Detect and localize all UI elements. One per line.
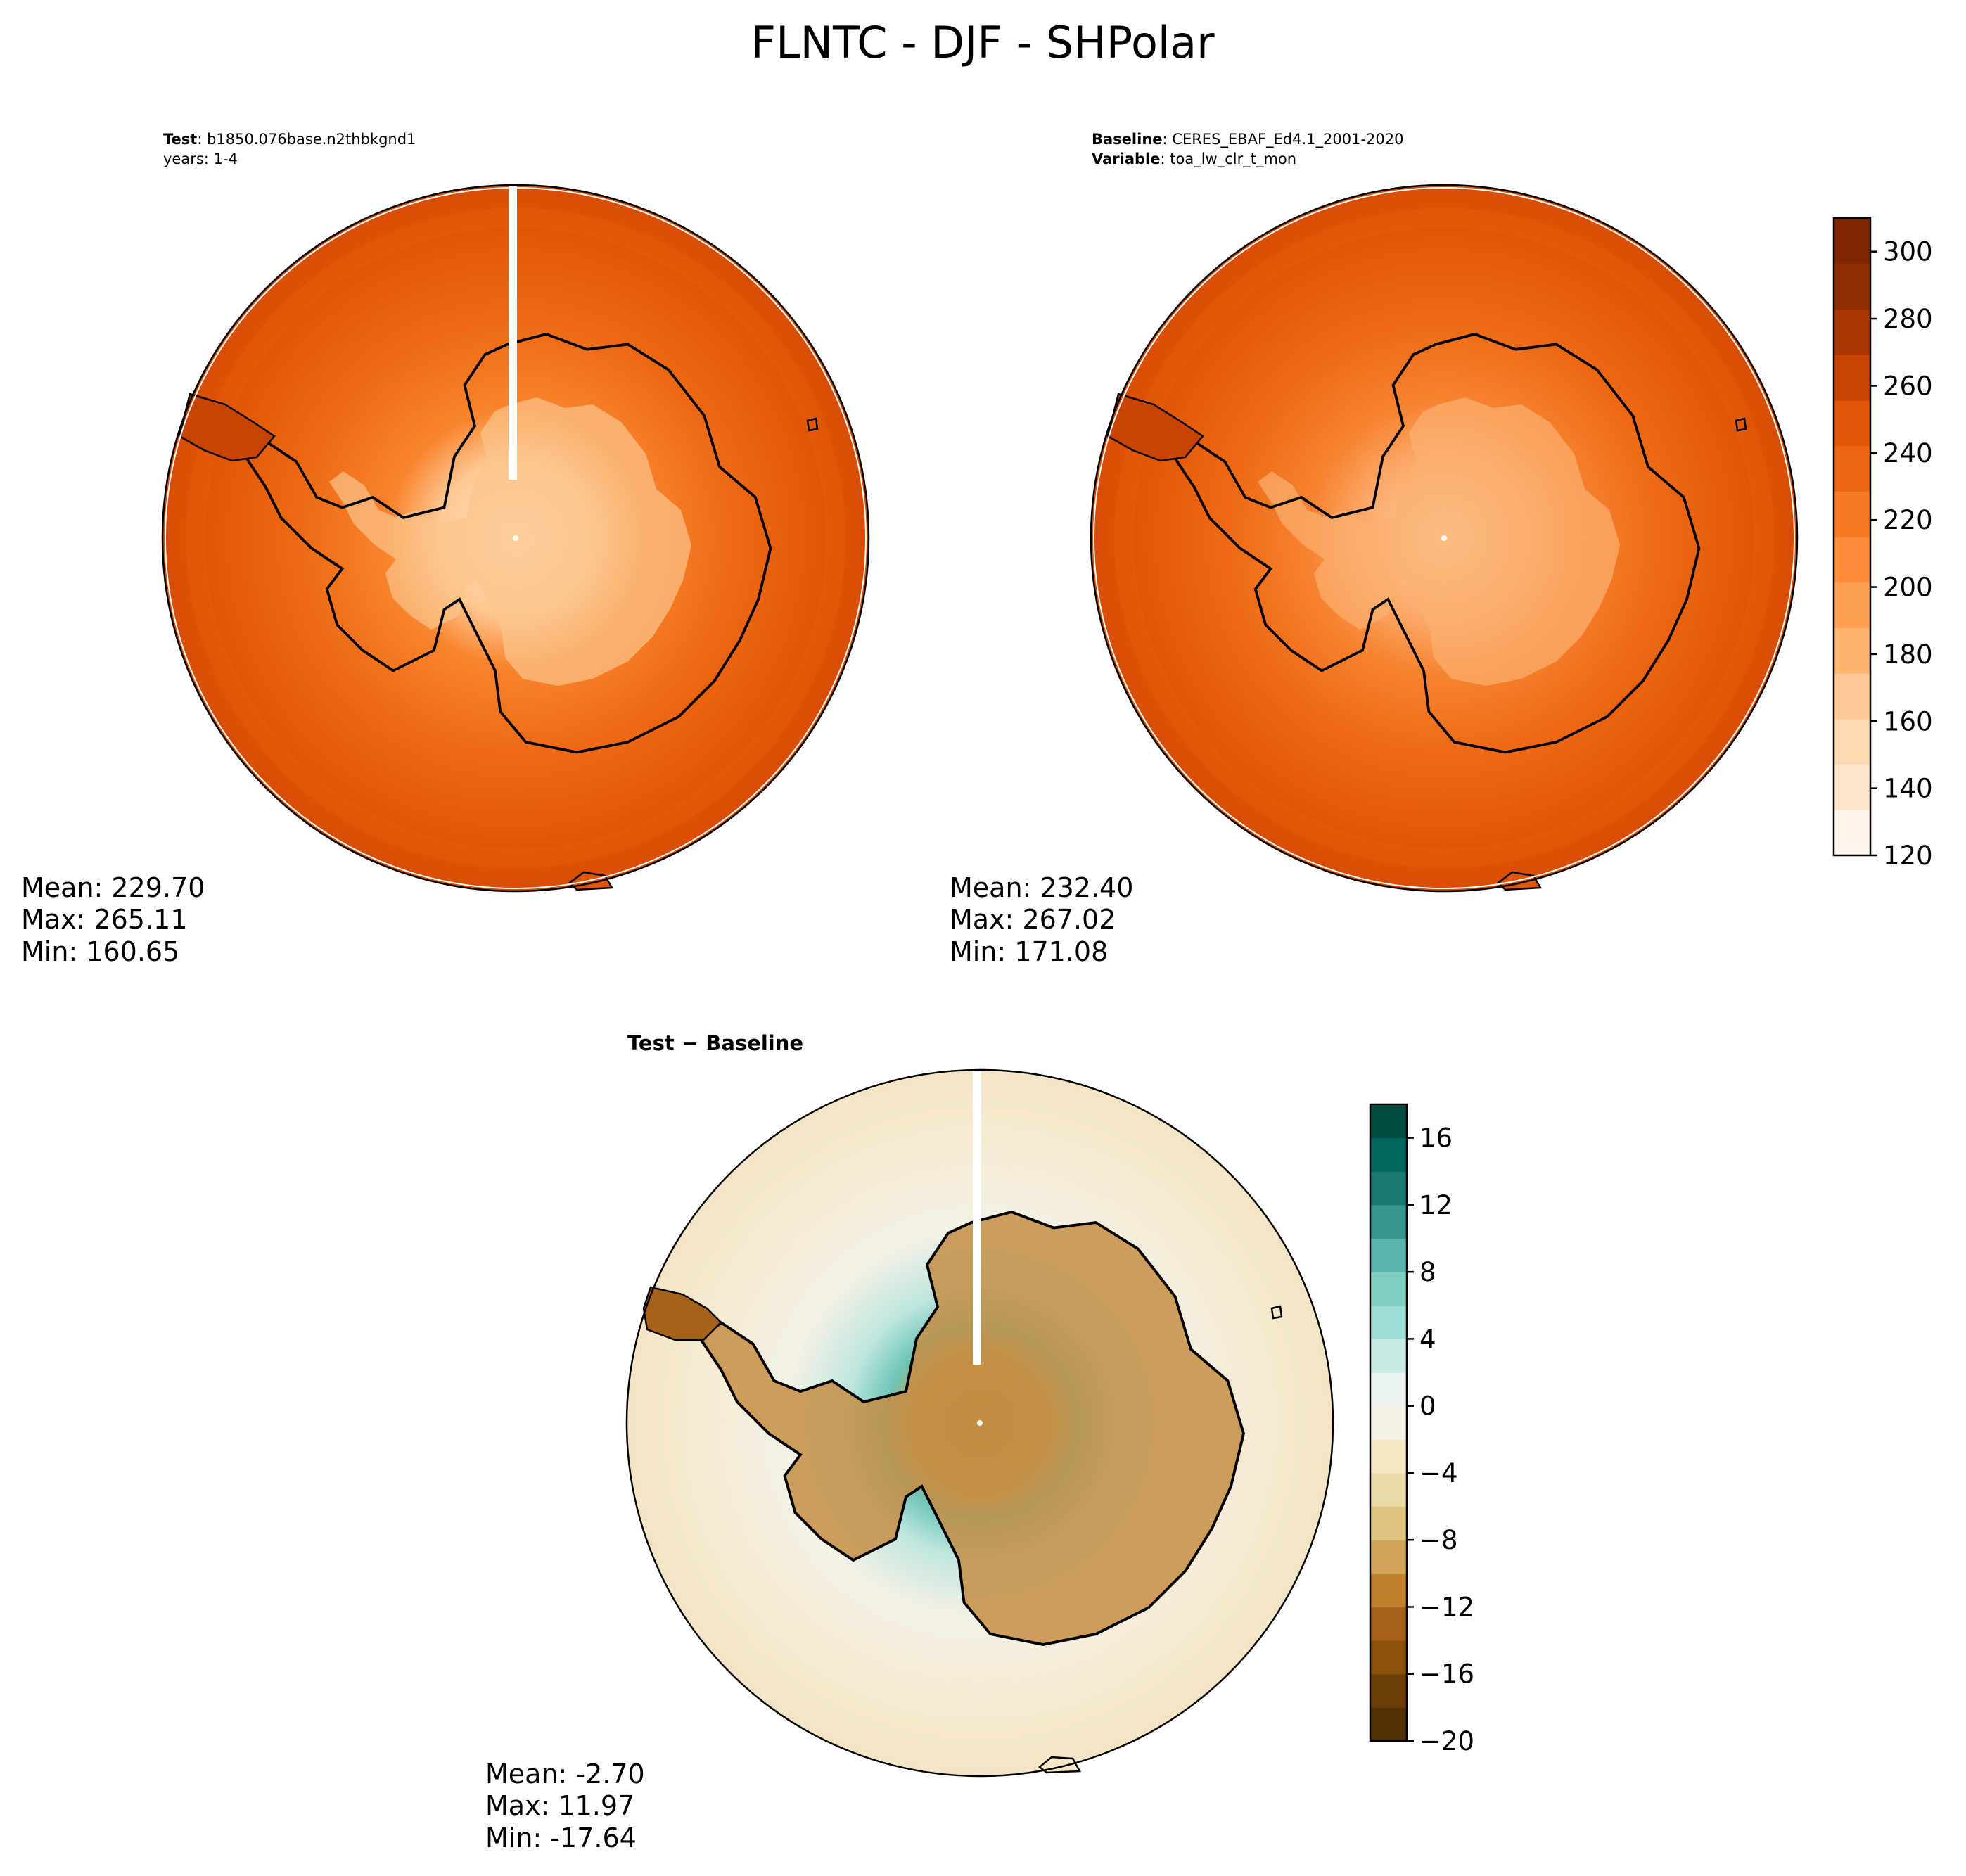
baseline-mean: Mean: 232.40 <box>950 872 1133 903</box>
diff-colorbar-tick-label: 8 <box>1419 1257 1436 1287</box>
diff-colorbar-segment <box>1370 1540 1407 1574</box>
main-colorbar-tick-label: 120 <box>1883 841 1933 871</box>
diff-max: Max: 11.97 <box>485 1790 634 1821</box>
diff-colorbar-segment <box>1370 1104 1407 1139</box>
diff-colorbar-segment <box>1370 1472 1407 1507</box>
main-colorbar-tick-label: 140 <box>1883 774 1933 804</box>
baseline-min: Min: 171.08 <box>950 936 1108 967</box>
diff-colorbar-tick-label: 16 <box>1419 1123 1453 1154</box>
diff-colorbar-tick-label: 4 <box>1419 1324 1436 1354</box>
diff-colorbar-segment <box>1370 1673 1407 1708</box>
main-colorbar: 120 140 160 180 200 220 240 260 280 300 <box>1832 217 1933 871</box>
baseline-variable-label: Variable: toa_lw_clr_t_mon <box>1092 151 1296 168</box>
main-colorbar-tick-label: 280 <box>1883 304 1933 334</box>
main-colorbar-segment <box>1834 491 1870 537</box>
diff-colorbar-segment <box>1370 1238 1407 1272</box>
diff-panel: Test − Baseline Mean: -2.70 Max: 11.97 M… <box>485 1031 1334 1853</box>
diff-colorbar-tick-label: −4 <box>1419 1458 1458 1488</box>
diff-colorbar-segment <box>1370 1640 1407 1675</box>
diff-colorbar-tick-label: −20 <box>1419 1726 1474 1756</box>
main-colorbar-segment <box>1834 537 1870 583</box>
main-colorbar-segment <box>1834 627 1870 674</box>
diff-data-gap <box>973 1069 981 1365</box>
test-years-label: years: 1-4 <box>163 151 238 167</box>
diff-title: Test − Baseline <box>627 1031 803 1055</box>
main-colorbar-segment <box>1834 718 1870 765</box>
diff-colorbar-tick-label: −16 <box>1419 1659 1474 1690</box>
diff-colorbar-segment <box>1370 1171 1407 1206</box>
main-colorbar-segment <box>1834 764 1870 810</box>
diff-colorbar-segment <box>1370 1339 1407 1373</box>
main-colorbar-segment <box>1834 218 1870 264</box>
diff-colorbar-segment <box>1370 1204 1407 1239</box>
diff-colorbar-segment <box>1370 1372 1407 1407</box>
diff-colorbar-tick-label: 12 <box>1419 1190 1453 1220</box>
main-colorbar-segment <box>1834 309 1870 355</box>
baseline-max: Max: 267.02 <box>950 904 1116 935</box>
diff-colorbar-tick-label: −8 <box>1419 1525 1458 1555</box>
diff-colorbar-segment <box>1370 1607 1407 1641</box>
test-label: Test: b1850.076base.n2thbkgnd1 <box>163 131 416 148</box>
diff-min: Min: -17.64 <box>485 1823 637 1853</box>
main-colorbar-segment <box>1834 810 1870 856</box>
main-colorbar-segment <box>1834 400 1870 447</box>
main-colorbar-tick-label: 160 <box>1883 706 1933 736</box>
test-panel: Test: b1850.076base.n2thbkgnd1 years: 1-… <box>21 131 870 967</box>
diff-colorbar-segment <box>1370 1272 1407 1306</box>
diff-colorbar-segment <box>1370 1439 1407 1474</box>
main-colorbar-segment <box>1834 582 1870 629</box>
figure-title: FLNTC - DJF - SHPolar <box>751 17 1215 68</box>
test-max: Max: 265.11 <box>21 904 187 935</box>
baseline-polar-map <box>1090 184 1799 893</box>
main-colorbar-frame <box>1832 217 1872 857</box>
diff-colorbar-segment <box>1370 1305 1407 1340</box>
baseline-panel: Baseline: CERES_EBAF_Ed4.1_2001-2020 Var… <box>950 131 1799 967</box>
main-colorbar-tick-label: 180 <box>1883 639 1933 670</box>
diff-colorbar-frame <box>1369 1103 1408 1742</box>
baseline-label: Baseline: CERES_EBAF_Ed4.1_2001-2020 <box>1092 131 1403 148</box>
main-colorbar-tick-label: 300 <box>1883 237 1933 267</box>
diff-polar-map <box>625 1068 1334 1778</box>
diff-colorbar-segment <box>1370 1707 1407 1742</box>
main-colorbar-tick-label: 220 <box>1883 505 1933 535</box>
diff-colorbar: −20 −16 −12 −8 −4 0 4 8 12 16 <box>1369 1103 1474 1756</box>
main-colorbar-segment <box>1834 263 1870 310</box>
diff-colorbar-tick-label: 0 <box>1419 1391 1436 1422</box>
diff-colorbar-segment <box>1370 1506 1407 1540</box>
diff-colorbar-segment <box>1370 1137 1407 1172</box>
diff-colorbar-tick-label: −12 <box>1419 1592 1474 1622</box>
main-colorbar-tick-label: 200 <box>1883 573 1933 603</box>
main-colorbar-tick-label: 240 <box>1883 438 1933 468</box>
main-colorbar-segment <box>1834 355 1870 401</box>
test-polar-map <box>161 184 870 893</box>
diff-colorbar-segment <box>1370 1573 1407 1608</box>
main-colorbar-segment <box>1834 445 1870 492</box>
test-data-gap <box>509 184 517 480</box>
diff-colorbar-segment <box>1370 1405 1407 1440</box>
main-colorbar-segment <box>1834 673 1870 720</box>
main-colorbar-tick-label: 260 <box>1883 371 1933 401</box>
test-min: Min: 160.65 <box>21 936 179 967</box>
diff-mean: Mean: -2.70 <box>485 1759 645 1789</box>
test-mean: Mean: 229.70 <box>21 872 205 903</box>
